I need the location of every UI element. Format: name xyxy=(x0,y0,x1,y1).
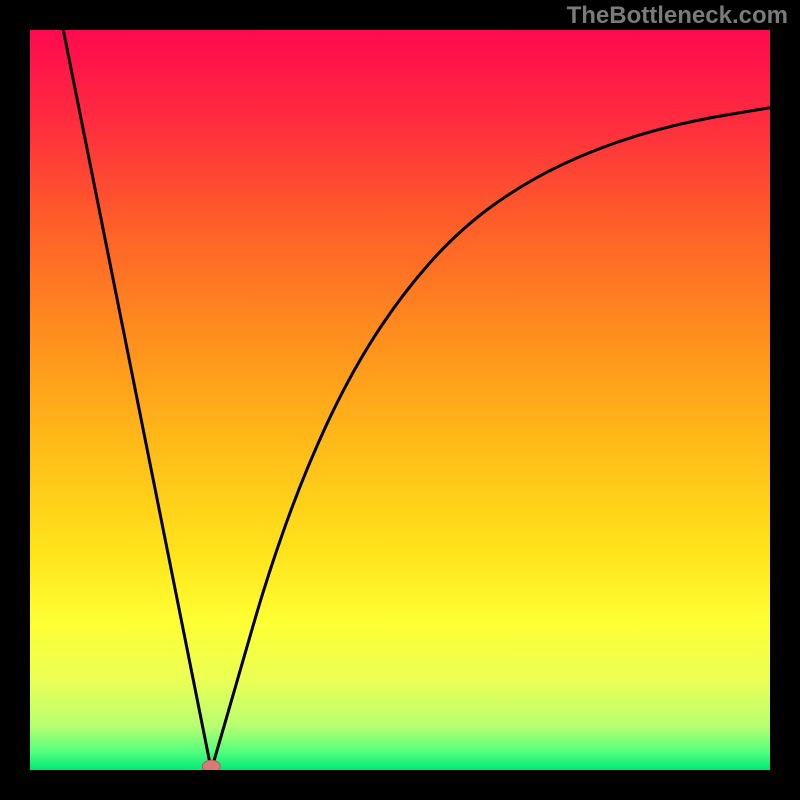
bottleneck-curve xyxy=(30,30,770,770)
minimum-marker xyxy=(202,760,220,770)
plot-area xyxy=(30,30,770,770)
watermark-text: TheBottleneck.com xyxy=(567,2,788,30)
